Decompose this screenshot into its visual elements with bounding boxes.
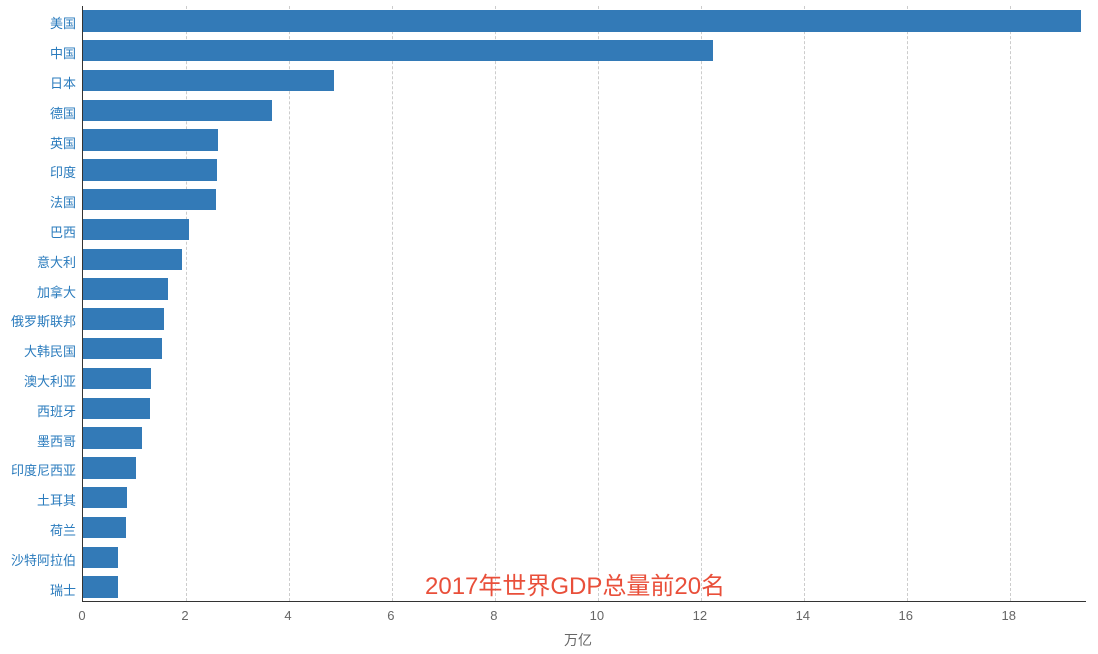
y-axis-label: 荷兰 — [50, 520, 76, 539]
plot-area — [82, 6, 1086, 602]
gridline — [495, 6, 496, 601]
x-axis-title: 万亿 — [564, 630, 592, 650]
bar — [83, 308, 164, 329]
bar — [83, 189, 216, 210]
y-axis-label: 印度 — [50, 162, 76, 181]
y-axis-label: 加拿大 — [37, 282, 76, 301]
y-axis-label: 美国 — [50, 13, 76, 32]
gridline — [907, 6, 908, 601]
bar — [83, 368, 151, 389]
y-axis-label: 大韩民国 — [24, 341, 76, 360]
bar — [83, 249, 182, 270]
y-axis-label: 法国 — [50, 192, 76, 211]
bar — [83, 338, 162, 359]
bar — [83, 576, 118, 597]
bar — [83, 70, 334, 91]
y-axis-label: 瑞士 — [50, 580, 76, 599]
y-axis-label: 英国 — [50, 133, 76, 152]
x-axis-tick: 4 — [284, 608, 291, 623]
bar — [83, 547, 118, 568]
gridline — [701, 6, 702, 601]
y-axis-label: 土耳其 — [37, 490, 76, 509]
bar — [83, 159, 217, 180]
bar — [83, 10, 1081, 31]
bar — [83, 219, 189, 240]
y-axis-label: 沙特阿拉伯 — [11, 550, 76, 569]
x-axis-tick: 8 — [490, 608, 497, 623]
y-axis-label: 西班牙 — [37, 401, 76, 420]
y-axis-label: 印度尼西亚 — [11, 460, 76, 479]
gridline — [289, 6, 290, 601]
y-axis-label: 意大利 — [37, 252, 76, 271]
bar — [83, 100, 272, 121]
x-axis-tick: 2 — [181, 608, 188, 623]
gridline — [392, 6, 393, 601]
bar — [83, 517, 126, 538]
gridline — [1010, 6, 1011, 601]
bar — [83, 427, 142, 448]
y-axis-label: 墨西哥 — [37, 431, 76, 450]
gridline — [804, 6, 805, 601]
y-axis-label: 中国 — [50, 43, 76, 62]
bar — [83, 457, 136, 478]
chart-container: 美国中国日本德国英国印度法国巴西意大利加拿大俄罗斯联邦大韩民国澳大利亚西班牙墨西… — [0, 0, 1098, 654]
x-axis-tick: 16 — [899, 608, 913, 623]
x-axis-tick: 6 — [387, 608, 394, 623]
x-axis-tick: 14 — [796, 608, 810, 623]
chart-title: 2017年世界GDP总量前20名 — [425, 566, 725, 601]
x-axis-tick: 10 — [590, 608, 604, 623]
y-axis-label: 巴西 — [50, 222, 76, 241]
x-axis-tick: 0 — [78, 608, 85, 623]
gridline — [598, 6, 599, 601]
bar — [83, 278, 168, 299]
bar — [83, 40, 713, 61]
y-axis-label: 德国 — [50, 103, 76, 122]
x-axis-tick: 12 — [693, 608, 707, 623]
gridline — [186, 6, 187, 601]
y-axis-label: 澳大利亚 — [24, 371, 76, 390]
y-axis-label: 俄罗斯联邦 — [11, 311, 76, 330]
bar — [83, 398, 150, 419]
x-axis-tick: 18 — [1002, 608, 1016, 623]
y-axis-label: 日本 — [50, 73, 76, 92]
bar — [83, 487, 127, 508]
bar — [83, 129, 218, 150]
